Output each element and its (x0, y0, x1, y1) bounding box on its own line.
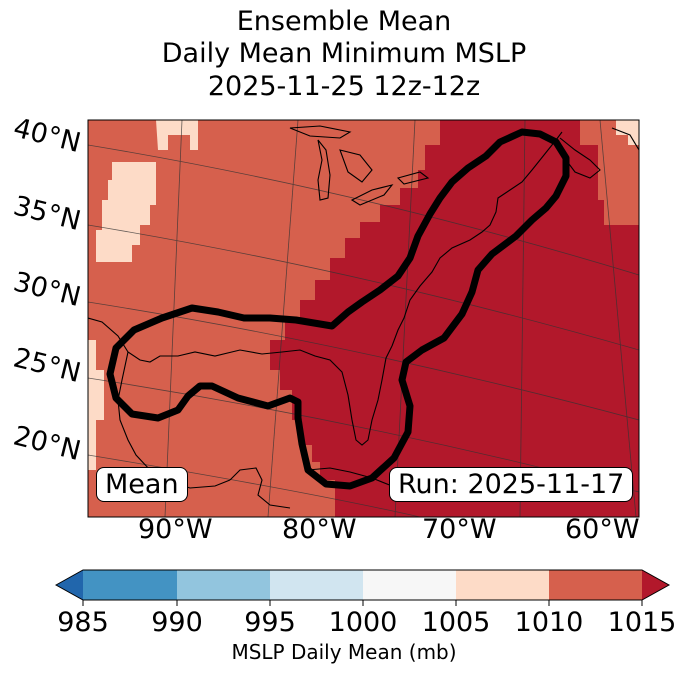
field-1005-1010-west-north (156, 120, 198, 150)
title-line-1: Ensemble Mean (236, 6, 452, 37)
lon-line-90 (164, 120, 183, 517)
coast-mexico (117, 351, 231, 489)
coast-east (391, 131, 563, 347)
run-label: Run: 2025-11-17 (389, 467, 634, 502)
lat-line-40 (88, 144, 639, 276)
field-1005-1010-west (96, 162, 156, 262)
colorbar-bin-1010-1015 (549, 570, 642, 600)
lon-line-70 (519, 120, 526, 517)
colorbar (54, 569, 671, 606)
lon-label-90: 90°W (138, 514, 213, 545)
lake-erie (350, 184, 394, 206)
colorbar-bin-985-990 (83, 570, 177, 600)
colorbar-extend-low (56, 570, 83, 600)
lon-line-60 (599, 120, 637, 517)
field-1005-1010-southwest (88, 340, 104, 470)
title-line-2: Daily Mean Minimum MSLP (161, 38, 527, 69)
colorbar-bin-1000-1005 (363, 570, 456, 600)
colorbar-tick-label: 985 (57, 607, 109, 638)
coast-yucatan (229, 467, 291, 509)
isobar-contour (106, 128, 570, 490)
lon-label-80: 80°W (282, 514, 357, 545)
lat-line-35 (88, 224, 639, 351)
lat-line-20 (88, 454, 421, 517)
coast-newfoundland (611, 127, 639, 151)
colorbar-tick-label: 995 (244, 607, 296, 638)
mean-label: Mean (96, 467, 188, 502)
map-panel (88, 120, 639, 517)
colorbar-bin-990-995 (177, 570, 270, 600)
lon-label-60: 60°W (565, 514, 640, 545)
lake-huron (339, 149, 373, 183)
coast-gulf (88, 317, 393, 446)
colorbar-title: MSLP Daily Mean (mb) (231, 640, 457, 664)
colorbar-tick-label: 1015 (607, 607, 677, 638)
colorbar-tick-label: 1000 (328, 607, 398, 638)
colorbar-bin-995-1000 (270, 570, 363, 600)
title-line-3: 2025-11-25 12z-12z (207, 71, 481, 102)
colorbar-tick-label: 1010 (514, 607, 584, 638)
map-frame (87, 119, 640, 518)
colorbar-tick-label: 990 (151, 607, 203, 638)
colorbar-extend-high (642, 570, 669, 600)
lake-superior (289, 125, 352, 139)
colorbar-bin-1005-1010 (456, 570, 549, 600)
lon-label-70: 70°W (422, 514, 497, 545)
colorbar-ticks (82, 600, 643, 606)
coast-maritimes (559, 137, 601, 179)
lake-ontario (396, 171, 430, 185)
colorbar-tick-label: 1005 (421, 607, 491, 638)
field-1005-1010-northeast (616, 120, 639, 145)
lake-michigan (317, 139, 331, 201)
